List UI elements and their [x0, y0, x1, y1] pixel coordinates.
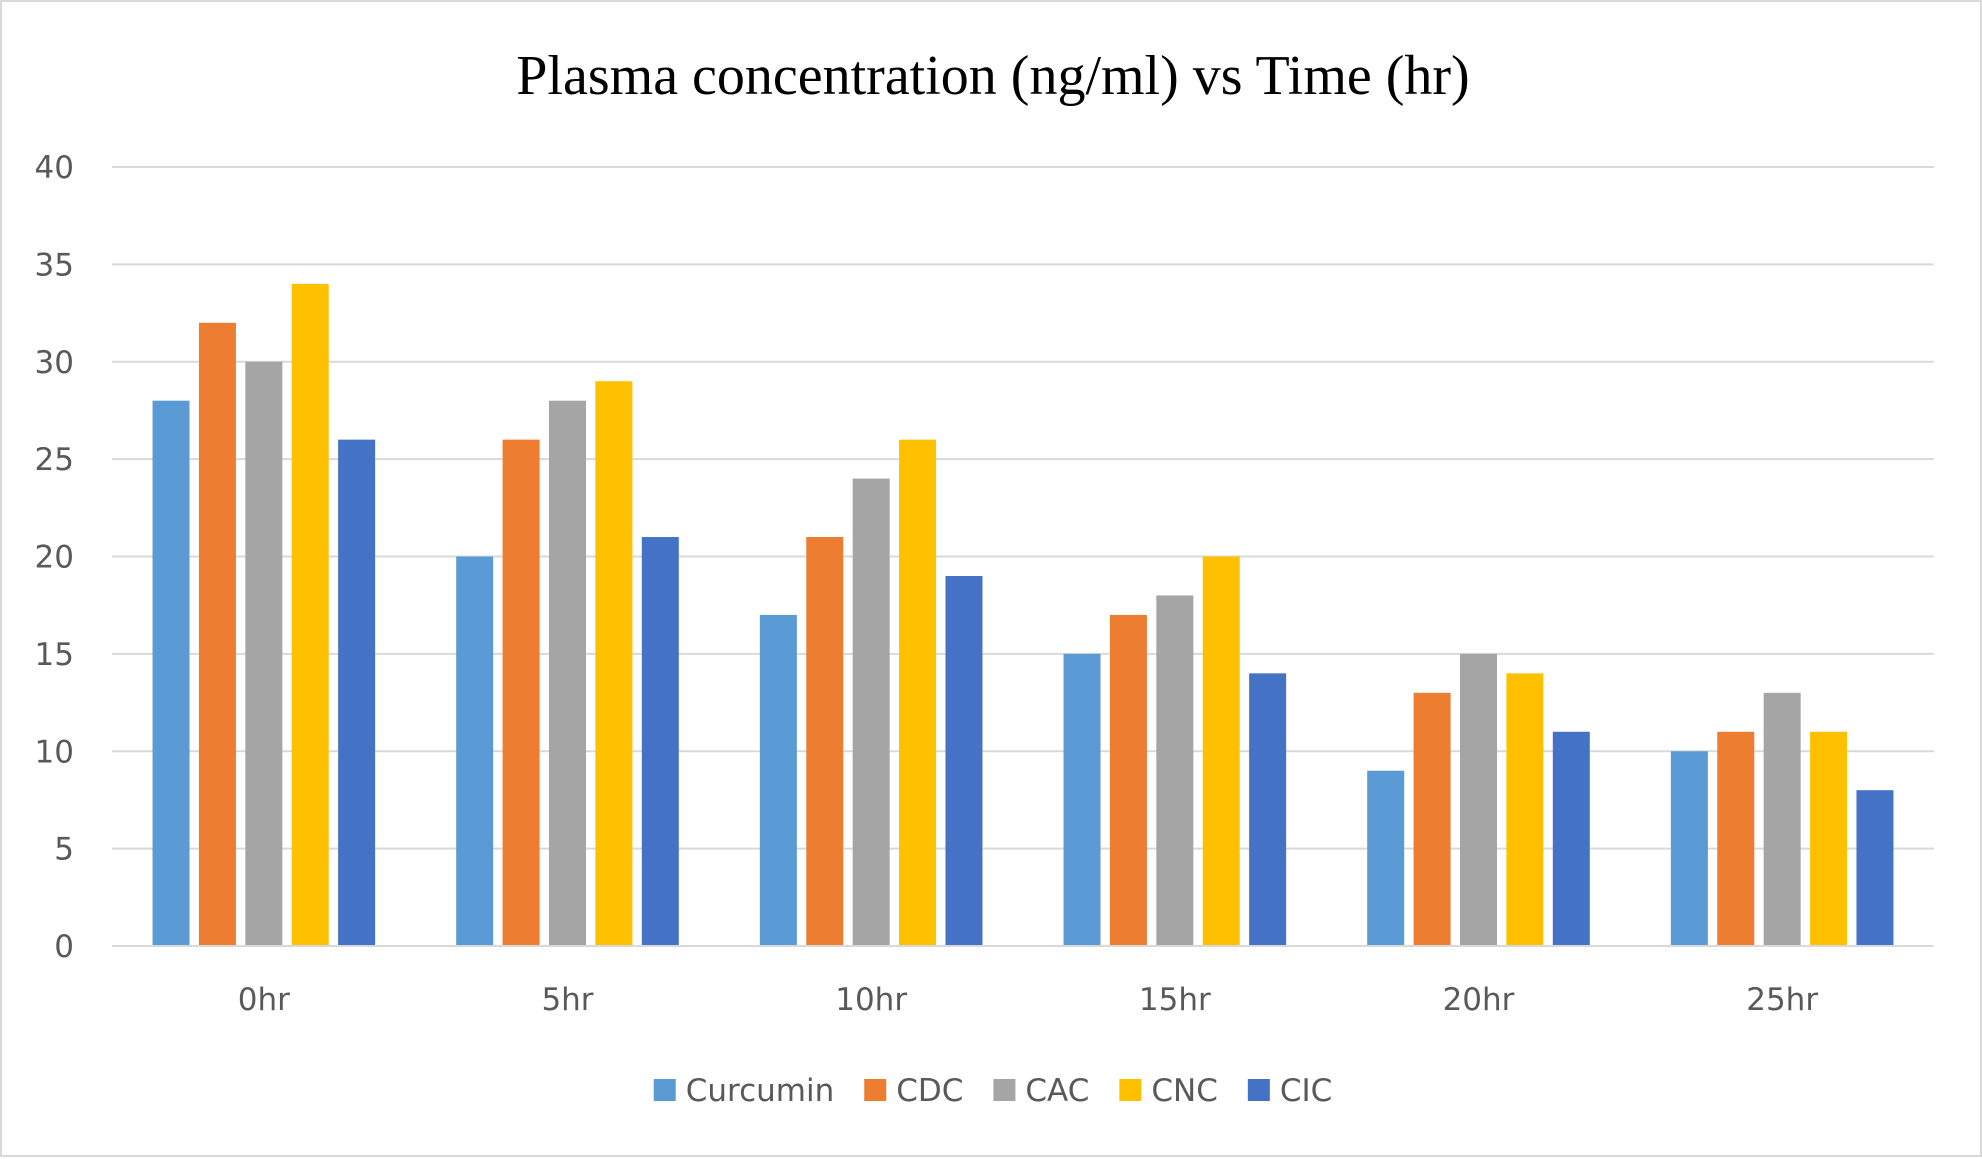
bar-curcumin-15hr: [1063, 653, 1101, 946]
x-axis-ticks: 0hr 5hr 10hr 15hr 20hr 25hr: [238, 982, 1819, 1018]
bar-curcumin-5hr: [456, 556, 494, 946]
legend-swatch: [993, 1079, 1016, 1101]
bar-curcumin-25hr: [1670, 751, 1708, 946]
legend-swatch: [864, 1079, 887, 1101]
y-tick-label: 0: [54, 929, 74, 965]
bar-cdc-20hr: [1413, 692, 1451, 946]
legend-label: CAC: [1025, 1073, 1089, 1109]
y-tick-label: 10: [35, 734, 74, 770]
y-tick-label: 30: [35, 345, 74, 381]
bar-cic-10hr: [945, 575, 983, 946]
bar-cac-5hr: [549, 400, 586, 946]
bar-cdc-5hr: [502, 439, 540, 946]
y-tick-label: 35: [35, 247, 74, 283]
y-tick-label: 40: [35, 150, 74, 186]
bar-cnc-15hr: [1202, 556, 1240, 946]
x-tick-label: 25hr: [1746, 982, 1818, 1018]
bar-cic-15hr: [1249, 673, 1287, 946]
y-axis-ticks: 0 5 10 15 20 25 30 35 40: [35, 150, 74, 965]
bar-cnc-5hr: [595, 381, 633, 947]
bar-cdc-25hr: [1717, 731, 1755, 946]
legend-item-cac: CAC: [993, 1073, 1089, 1109]
y-tick-label: 15: [35, 637, 74, 673]
legend-label: CDC: [896, 1073, 963, 1109]
bar-cnc-25hr: [1810, 731, 1848, 946]
bar-curcumin-0hr: [152, 400, 190, 946]
bar-cnc-10hr: [899, 439, 937, 946]
bar-cac-0hr: [245, 361, 283, 946]
bar-curcumin-20hr: [1367, 770, 1405, 946]
legend-swatch: [1247, 1079, 1270, 1101]
bars: [152, 283, 1894, 947]
bar-cdc-0hr: [198, 322, 236, 946]
legend-item-curcumin: Curcumin: [653, 1073, 835, 1109]
legend-item-cic: CIC: [1247, 1073, 1332, 1109]
bar-cnc-20hr: [1506, 673, 1544, 946]
legend-item-cdc: CDC: [864, 1073, 963, 1109]
legend-swatch: [653, 1079, 676, 1101]
gridlines: [112, 166, 1934, 850]
bar-cac-10hr: [852, 478, 890, 946]
bar-cic-5hr: [641, 537, 679, 946]
bar-cac-25hr: [1763, 692, 1801, 946]
x-tick-label: 0hr: [238, 982, 290, 1018]
chart-title: Plasma concentration (ng/ml) vs Time (hr…: [516, 45, 1469, 107]
legend-label: Curcumin: [686, 1073, 835, 1109]
bar-cnc-0hr: [291, 283, 329, 947]
y-tick-label: 5: [54, 832, 74, 868]
y-tick-label: 20: [35, 540, 74, 576]
legend-swatch: [1119, 1079, 1142, 1101]
bar-cdc-10hr: [806, 537, 844, 946]
bar-cic-20hr: [1552, 731, 1590, 946]
x-tick-label: 10hr: [835, 982, 907, 1018]
bar-cic-25hr: [1856, 790, 1894, 946]
legend-label: CNC: [1151, 1073, 1217, 1109]
x-tick-label: 20hr: [1443, 982, 1515, 1018]
x-tick-label: 5hr: [541, 982, 593, 1018]
legend-label: CIC: [1280, 1073, 1332, 1109]
bar-cdc-15hr: [1109, 614, 1147, 946]
bar-cac-20hr: [1460, 653, 1497, 946]
bar-cac-15hr: [1156, 595, 1194, 946]
legend: Curcumin CDC CAC CNC CIC: [653, 1073, 1332, 1109]
y-tick-label: 25: [35, 442, 74, 478]
legend-item-cnc: CNC: [1119, 1073, 1218, 1109]
bar-cic-0hr: [338, 439, 376, 946]
x-tick-label: 15hr: [1139, 982, 1211, 1018]
bar-curcumin-10hr: [759, 614, 797, 946]
